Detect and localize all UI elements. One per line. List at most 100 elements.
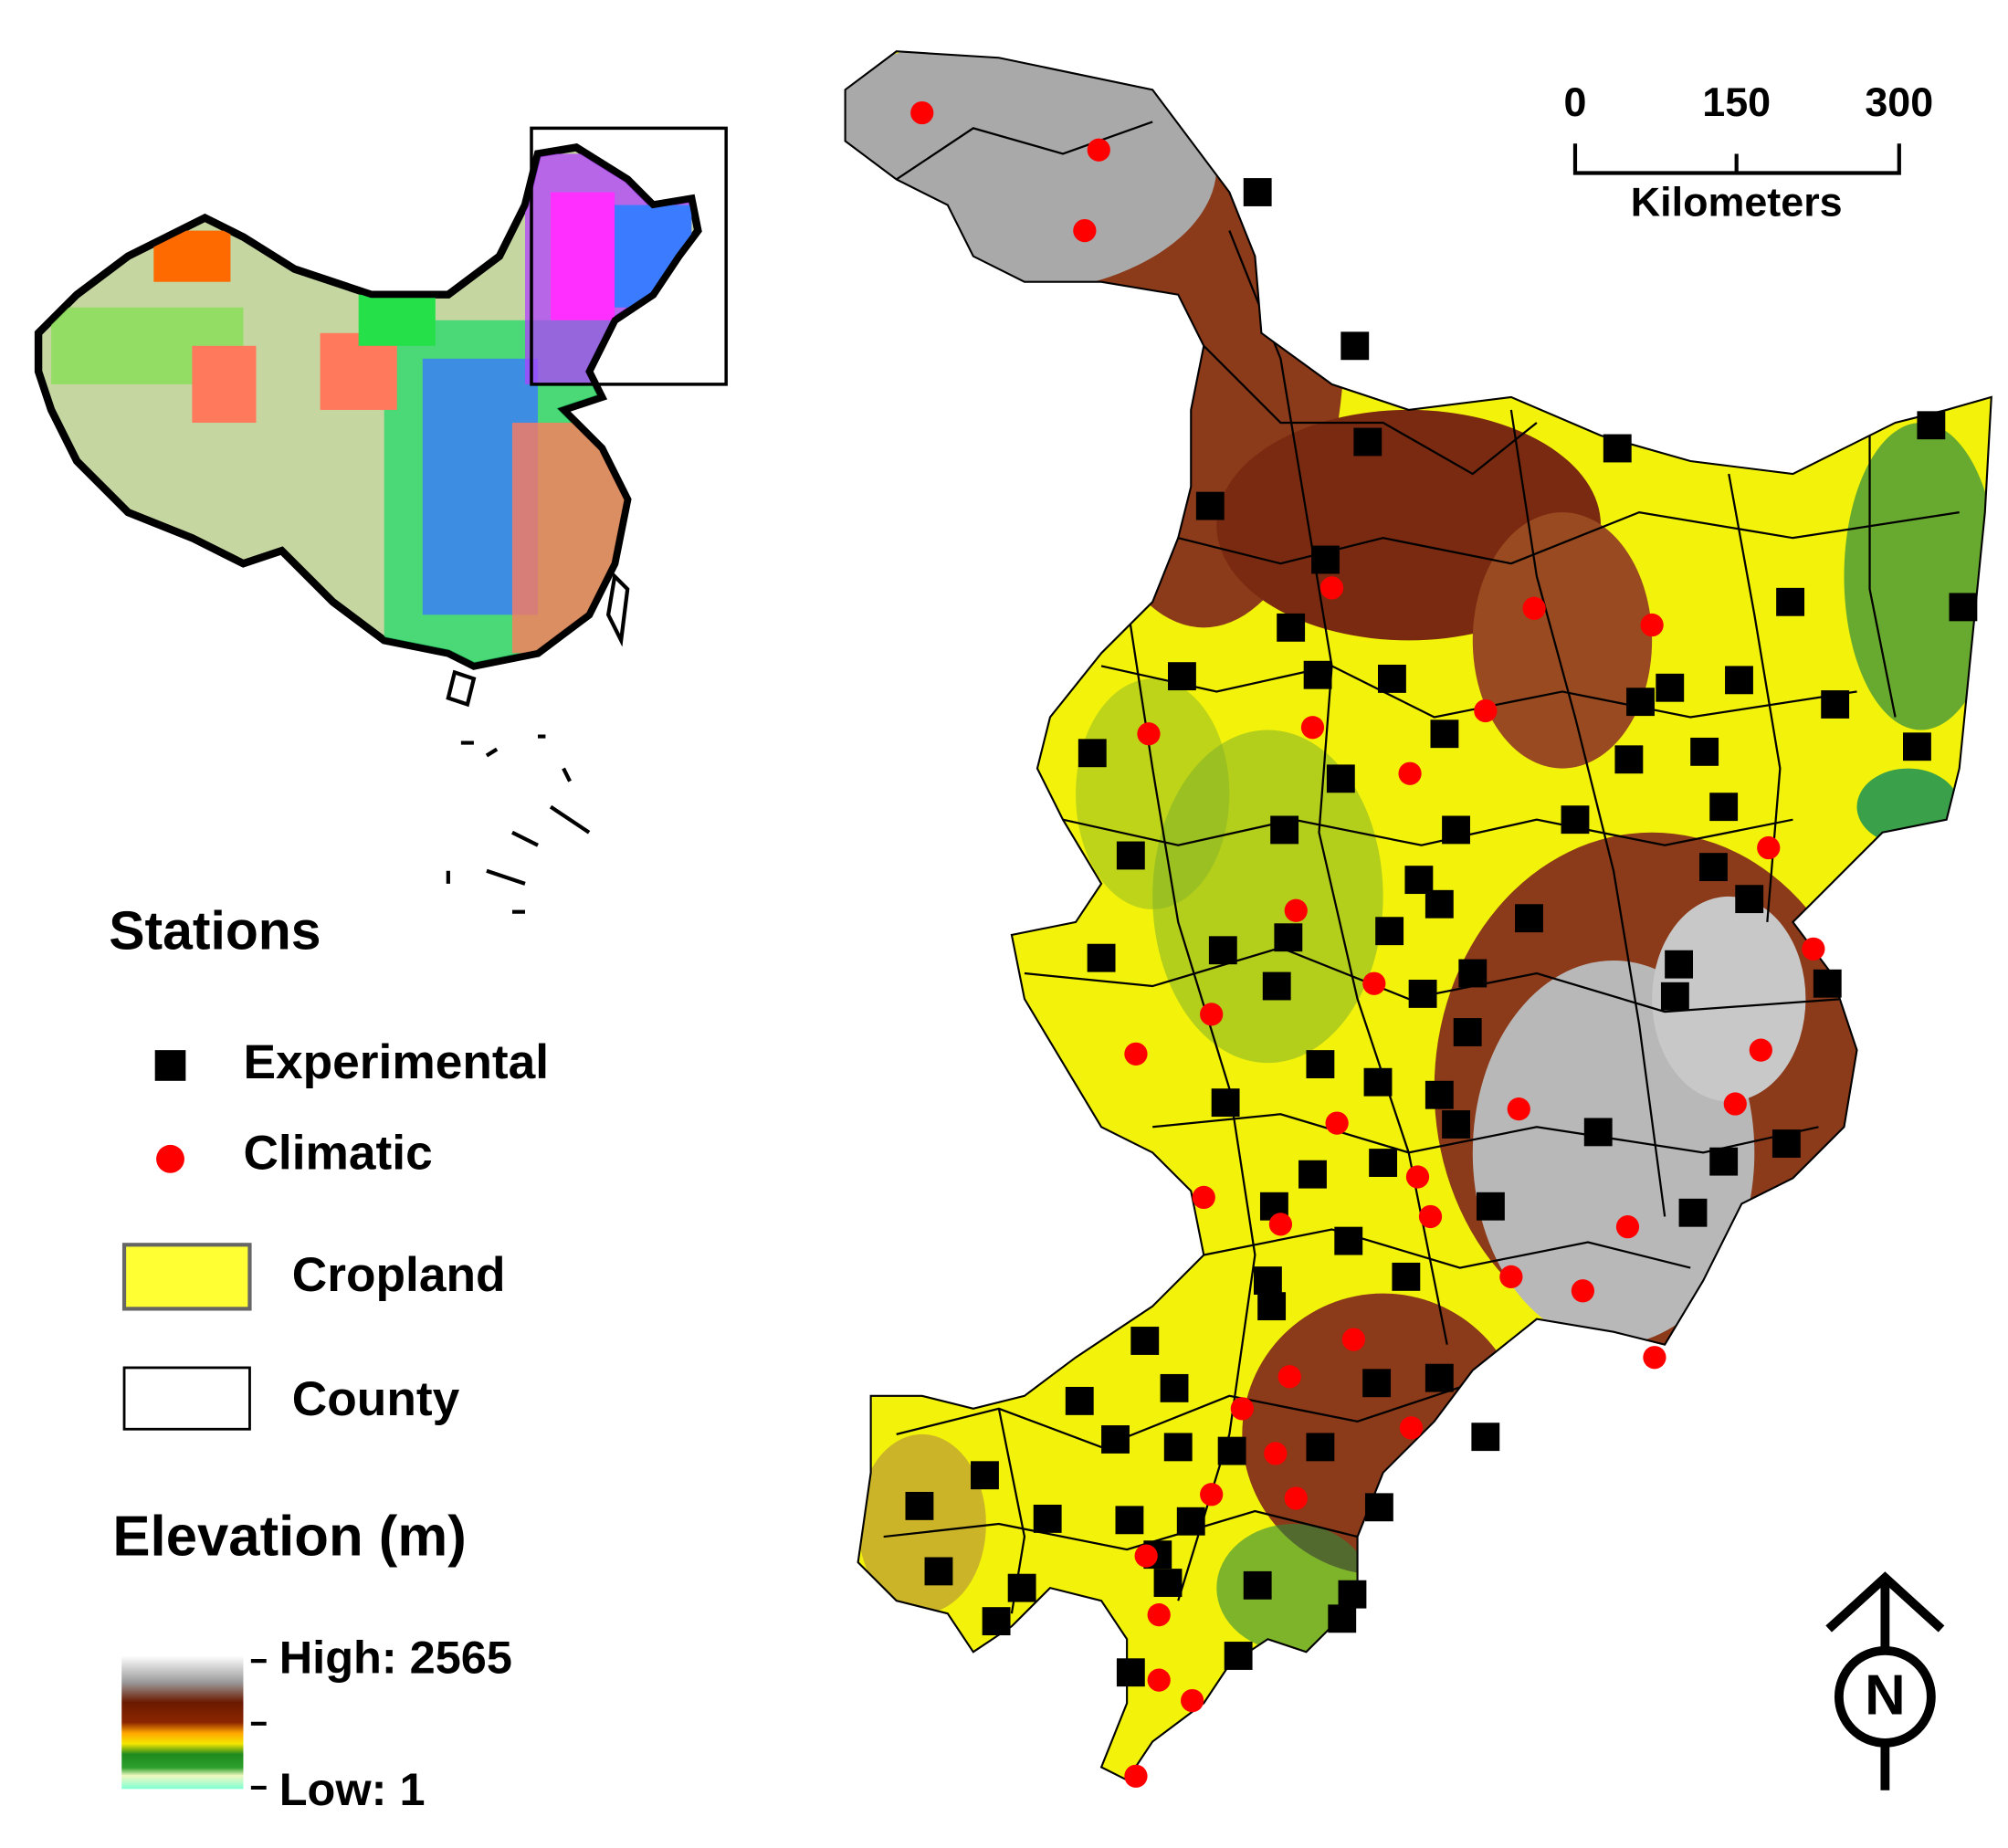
experimental-station — [1408, 980, 1437, 1008]
experimental-station — [1369, 1149, 1398, 1177]
experimental-station — [1270, 815, 1299, 845]
north-arrow: N — [1825, 1571, 1945, 1790]
scale-label: 0 — [1564, 79, 1587, 125]
experimental-station — [1614, 745, 1644, 774]
experimental-station — [1338, 1580, 1367, 1609]
experimental-station — [1243, 178, 1272, 206]
experimental-station — [1442, 815, 1470, 845]
experimental-station — [1274, 923, 1303, 952]
experimental-symbol — [154, 1050, 186, 1081]
experimental-station — [1078, 739, 1107, 768]
climatic-station — [1137, 722, 1161, 746]
experimental-station — [1211, 1088, 1240, 1118]
experimental-station — [1583, 1118, 1613, 1147]
experimental-station — [1115, 1506, 1144, 1535]
experimental-station — [1699, 853, 1728, 882]
climatic-station — [1192, 1185, 1215, 1210]
climatic-station — [1284, 898, 1308, 922]
experimental-station — [1471, 1423, 1500, 1452]
climatic-station — [1073, 218, 1097, 243]
experimental-station — [1340, 331, 1370, 361]
experimental-station — [1087, 943, 1116, 972]
experimental-station — [1603, 434, 1632, 463]
experimental-station — [924, 1557, 953, 1586]
climatic-station — [1230, 1397, 1254, 1421]
climatic-station — [1643, 1346, 1666, 1370]
experimental-station — [1306, 1050, 1335, 1078]
experimental-station — [1334, 1226, 1363, 1255]
climatic-station — [1802, 937, 1825, 961]
experimental-station — [1378, 665, 1406, 693]
experimental-station — [1392, 1262, 1421, 1291]
climatic-station — [1362, 971, 1386, 995]
experimental-station — [1176, 1507, 1205, 1536]
experimental-station — [1476, 1192, 1505, 1221]
climatic-station — [1522, 596, 1546, 620]
experimental-station — [1364, 1493, 1393, 1522]
china-inset — [38, 126, 728, 914]
experimental-station — [1130, 1327, 1160, 1355]
climatic-station — [1325, 1111, 1349, 1135]
experimental-station — [1776, 587, 1805, 616]
experimental-station — [1725, 666, 1753, 695]
climatic-station — [1499, 1265, 1523, 1288]
experimental-station — [1903, 732, 1931, 761]
experimental-station — [1656, 673, 1685, 702]
experimental-station — [1208, 936, 1237, 965]
experimental-station — [1404, 866, 1434, 895]
legend: Stations Experimental Climatic Cropland … — [109, 901, 549, 1814]
scale-line — [1572, 143, 1901, 175]
experimental-station — [1163, 1433, 1193, 1462]
climatic-station — [1268, 1213, 1293, 1236]
climatic-station — [1300, 716, 1325, 740]
experimental-station — [1771, 1129, 1801, 1158]
experimental-station — [1425, 1080, 1454, 1109]
climatic-station — [1615, 1215, 1640, 1239]
climatic-station — [1284, 1486, 1308, 1510]
experimental-station — [1168, 662, 1196, 691]
experimental-station — [1430, 719, 1459, 749]
climatic-station — [1723, 1092, 1747, 1116]
experimental-station — [1306, 1433, 1335, 1462]
climatic-station — [1341, 1328, 1365, 1351]
elevation-ramp — [121, 1655, 244, 1790]
climatic-station — [1181, 1688, 1204, 1713]
legend-label: Cropland — [292, 1248, 506, 1302]
experimental-station — [971, 1461, 999, 1490]
climatic-station — [1399, 1416, 1424, 1440]
experimental-station — [982, 1607, 1011, 1636]
elevation-title: Elevation (m) — [112, 1506, 466, 1569]
climatic-station — [1124, 1764, 1148, 1788]
experimental-station — [1257, 1292, 1287, 1321]
experimental-station — [1375, 917, 1404, 946]
experimental-station — [1453, 1018, 1482, 1046]
experimental-station — [1007, 1573, 1036, 1602]
elevation-high: High: 2565 — [279, 1631, 512, 1683]
climatic-station — [1087, 138, 1110, 162]
experimental-station — [1821, 690, 1850, 719]
scale-bar: 0 150 300 Kilometers — [1564, 79, 1934, 225]
climatic-station — [1640, 613, 1664, 637]
experimental-station — [1303, 660, 1332, 689]
experimental-station — [1116, 841, 1145, 870]
experimental-station — [1917, 411, 1946, 440]
climatic-station — [1405, 1165, 1430, 1189]
experimental-station — [1224, 1642, 1253, 1670]
experimental-station — [1626, 688, 1655, 717]
experimental-station — [1217, 1436, 1246, 1465]
north-label: N — [1865, 1664, 1906, 1727]
experimental-station — [1353, 427, 1382, 457]
experimental-station — [1709, 793, 1739, 822]
climatic-station — [1418, 1204, 1443, 1229]
experimental-station — [1326, 764, 1355, 793]
climatic-station — [1200, 1483, 1224, 1507]
experimental-station — [1262, 971, 1291, 1001]
legend-title: Stations — [109, 901, 321, 961]
climatic-station — [1147, 1668, 1171, 1692]
climatic-station — [1749, 1038, 1772, 1062]
experimental-station — [1425, 1363, 1454, 1392]
experimental-station — [1735, 885, 1764, 914]
experimental-station — [1362, 1369, 1392, 1398]
experimental-station — [1160, 1373, 1189, 1402]
